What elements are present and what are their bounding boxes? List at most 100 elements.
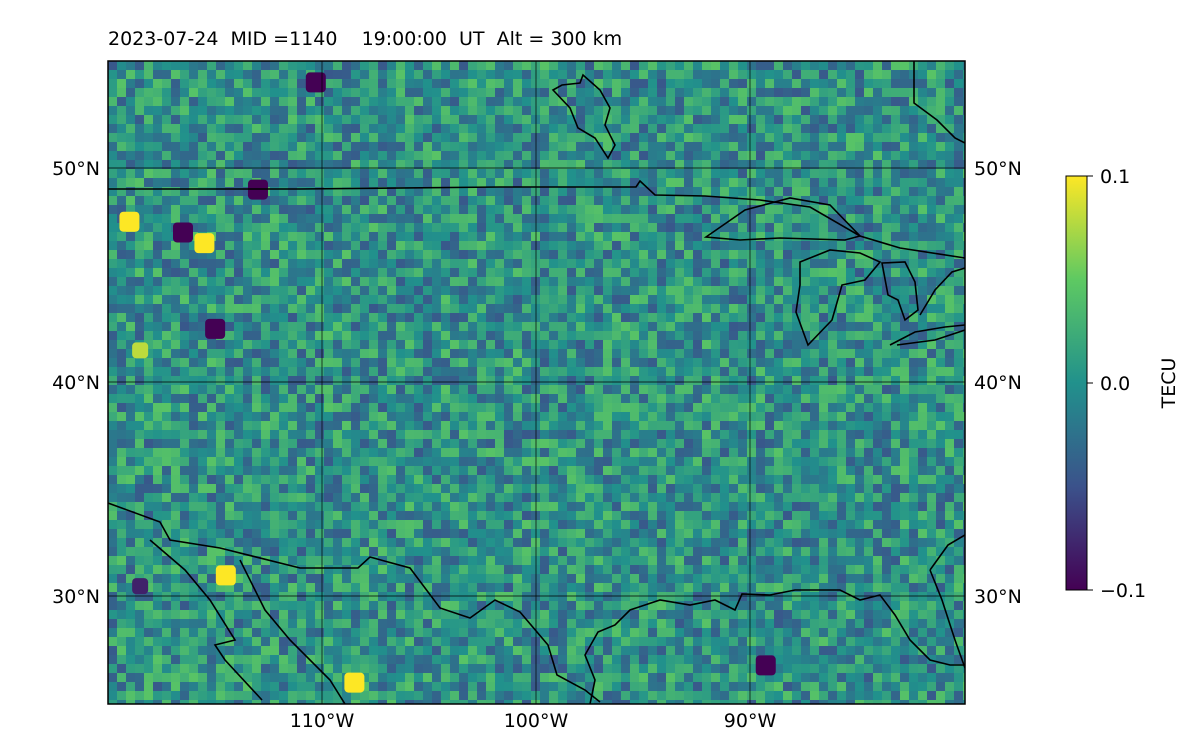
tec-cell [855,313,865,323]
tec-cell [441,493,451,503]
tec-cell [837,79,847,89]
tec-cell [459,421,469,431]
tec-cell [918,160,928,170]
tec-cell [684,511,694,521]
tec-cell [243,403,253,413]
tec-cell [126,376,136,386]
tec-cell [513,457,523,467]
tec-cell [945,439,955,449]
tec-cell [108,376,118,386]
tec-cell [468,466,478,476]
tec-cell [954,232,964,242]
tec-cell [711,502,721,512]
tec-cell [585,412,595,422]
tec-cell [450,250,460,260]
tec-cell [360,79,370,89]
tec-cell [459,511,469,521]
tec-cell [657,277,667,287]
tec-cell [810,187,820,197]
tec-cell [495,241,505,251]
tec-cell [405,178,415,188]
tec-cell [333,115,343,125]
tec-cell [747,448,757,458]
tec-cell [720,286,730,296]
tec-cell [945,385,955,395]
tec-cell [756,394,766,404]
tec-cell [729,358,739,368]
tec-cell [954,160,964,170]
tec-cell [243,160,253,170]
tec-cell [783,511,793,521]
tec-cell [909,502,919,512]
tec-cell [432,277,442,287]
tec-cell [171,214,181,224]
tec-cell [162,250,172,260]
tec-cell [846,466,856,476]
tec-cell [459,484,469,494]
tec-cell [666,349,676,359]
tec-cell [936,115,946,125]
tec-cell [927,448,937,458]
tec-cell [918,61,928,71]
tec-cell [657,367,667,377]
tec-cell [864,142,874,152]
tec-cell [882,475,892,485]
tec-cell [513,133,523,143]
tec-cell [477,259,487,269]
tec-cell [567,412,577,422]
tec-cell [441,313,451,323]
tec-cell [828,160,838,170]
tec-cell [405,151,415,161]
tec-cell [162,61,172,71]
tec-cell [747,340,757,350]
tec-cell [324,493,334,503]
tec-cell [918,232,928,242]
tec-cell [783,70,793,80]
tec-cell [252,196,262,206]
tec-cell [729,304,739,314]
tec-cell [189,79,199,89]
tec-cell [846,106,856,116]
tec-cell [333,349,343,359]
tec-cell [315,97,325,107]
tec-cell [279,196,289,206]
tec-cell [657,376,667,386]
tec-cell [936,88,946,98]
tec-cell [927,475,937,485]
tec-cell [666,520,676,530]
tec-cell [837,520,847,530]
tec-cell [117,88,127,98]
tec-cell [963,394,965,404]
tec-cell [693,160,703,170]
tec-cell [252,142,262,152]
tec-cell [666,403,676,413]
tec-cell [252,457,262,467]
tec-cell [459,241,469,251]
tec-cell [198,97,208,107]
tec-cell [540,178,550,188]
tec-cell [198,520,208,530]
tec-cell [450,502,460,512]
tec-cell [171,412,181,422]
tec-cell [549,439,559,449]
tec-cell [450,223,460,233]
tec-cell [522,367,532,377]
tec-cell [711,286,721,296]
tec-cell [702,349,712,359]
tec-cell [126,394,136,404]
tec-cell [945,160,955,170]
tec-cell [144,340,154,350]
tec-cell [252,97,262,107]
tec-cell [468,403,478,413]
tec-cell [549,223,559,233]
tec-cell [612,295,622,305]
tec-cell [657,520,667,530]
tec-cell [189,349,199,359]
tec-cell [270,304,280,314]
tec-cell [468,313,478,323]
tec-cell [738,313,748,323]
tec-cell [738,160,748,170]
tec-cell [441,205,451,215]
tec-cell [756,133,766,143]
tec-cell [396,205,406,215]
